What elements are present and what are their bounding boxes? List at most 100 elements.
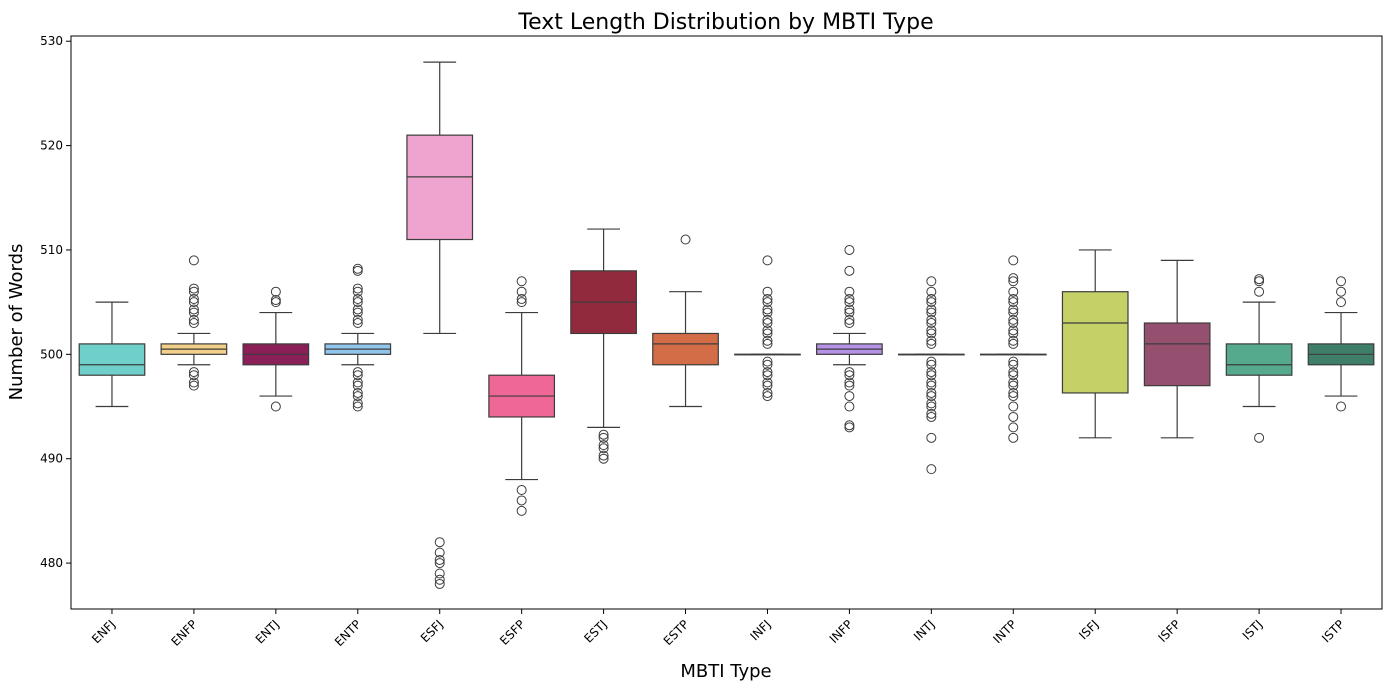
outlier-point (926, 380, 937, 391)
outlier-point (762, 314, 773, 325)
x-tick-label: ENFP (168, 617, 200, 649)
x-tick-label: INTP (990, 617, 1019, 646)
outlier-point (762, 286, 773, 297)
outlier-point (926, 411, 937, 422)
outlier-point (926, 338, 937, 349)
outlier-point (926, 356, 937, 367)
outlier-point (516, 505, 527, 516)
chart-title: Text Length Distribution by MBTI Type (517, 10, 933, 35)
outlier-point (352, 304, 363, 315)
x-tick-label: ENTP (332, 617, 364, 649)
outlier-point (844, 377, 855, 388)
plot-area (78, 61, 1375, 589)
outlier-point (1008, 294, 1019, 305)
outlier-point (762, 367, 773, 378)
outlier-point (762, 328, 773, 339)
outlier-point (434, 537, 445, 548)
outlier-point (926, 328, 937, 339)
outlier-point (598, 450, 609, 461)
y-tick-label: 520 (40, 139, 63, 153)
outlier-point (844, 244, 855, 255)
outlier-point (1336, 276, 1347, 287)
outlier-point (188, 370, 199, 381)
x-tick-label: ISFJ (1076, 617, 1101, 642)
outlier-point (434, 568, 445, 579)
outlier-point (352, 401, 363, 412)
x-tick-label: ISFP (1155, 617, 1183, 645)
outlier-point (1008, 297, 1019, 308)
outlier-point (516, 276, 527, 287)
outlier-point (926, 297, 937, 308)
outlier-point (926, 294, 937, 305)
outlier-point (352, 367, 363, 378)
plot-frame (70, 35, 1383, 610)
outlier-point (598, 432, 609, 443)
outlier-point (762, 307, 773, 318)
outlier-point (844, 420, 855, 431)
outlier-point (1254, 276, 1265, 287)
outlier-point (1008, 377, 1019, 388)
y-tick-label: 530 (40, 34, 63, 48)
outlier-point (516, 297, 527, 308)
outlier-point (926, 370, 937, 381)
outlier-point (1008, 335, 1019, 346)
outlier-point (1008, 328, 1019, 339)
outlier-point (926, 286, 937, 297)
outlier-point (1254, 432, 1265, 443)
outlier-point (1008, 401, 1019, 412)
outlier-point (270, 401, 281, 412)
outlier-point (762, 359, 773, 370)
outlier-point (352, 370, 363, 381)
outlier-point (844, 422, 855, 433)
outlier-point (762, 318, 773, 329)
box-esfj (406, 134, 474, 241)
outlier-point (434, 554, 445, 565)
outlier-point (188, 318, 199, 329)
x-tick-label: ESTP (661, 617, 692, 648)
x-tick-label: ENFJ (89, 617, 118, 646)
outlier-point (1008, 318, 1019, 329)
x-tick-label: INFJ (747, 617, 773, 643)
outlier-point (352, 387, 363, 398)
outlier-point (188, 314, 199, 325)
outlier-point (352, 314, 363, 325)
outlier-point (598, 440, 609, 451)
outlier-point (1008, 314, 1019, 325)
outlier-point (844, 318, 855, 329)
box-enfj (78, 343, 146, 376)
outlier-point (1008, 422, 1019, 433)
outlier-point (1336, 297, 1347, 308)
outlier-point (1254, 286, 1265, 297)
outlier-point (762, 338, 773, 349)
outlier-point (188, 255, 199, 266)
outlier-point (926, 325, 937, 336)
box-estp (652, 332, 719, 366)
outlier-point (352, 307, 363, 318)
outlier-point (434, 558, 445, 569)
outlier-point (844, 297, 855, 308)
outlier-point (1008, 411, 1019, 422)
box-isfp (1143, 322, 1211, 387)
outlier-point (926, 367, 937, 378)
outlier-point (434, 578, 445, 589)
outlier-point (844, 304, 855, 315)
x-tick-label: ESTJ (581, 617, 609, 645)
outlier-point (844, 307, 855, 318)
outlier-point (844, 314, 855, 325)
y-tick-label: 490 (40, 452, 63, 466)
outlier-point (762, 370, 773, 381)
outlier-point (762, 255, 773, 266)
outlier-point (844, 367, 855, 378)
outlier-point (352, 391, 363, 402)
outlier-point (352, 297, 363, 308)
outlier-point (762, 380, 773, 391)
x-tick-label: ESFP (497, 617, 528, 648)
outlier-point (1008, 380, 1019, 391)
outlier-point (926, 377, 937, 388)
outlier-point (926, 307, 937, 318)
y-tick-label: 510 (40, 243, 63, 257)
outlier-point (188, 377, 199, 388)
outlier-point (926, 401, 937, 412)
y-tick-label: 480 (40, 556, 63, 570)
